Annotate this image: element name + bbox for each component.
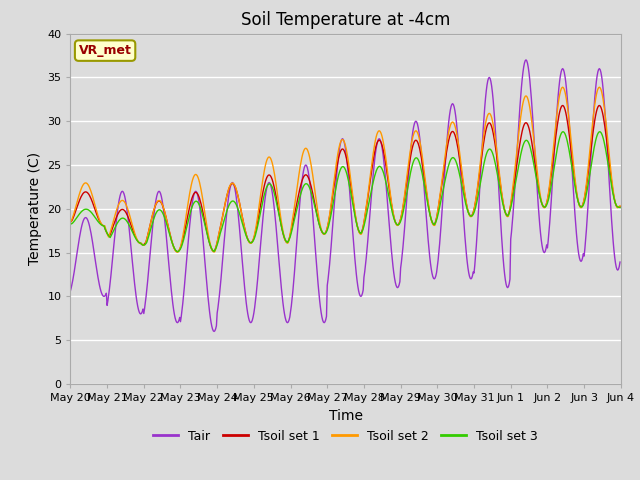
Tsoil set 3 [429,220,436,226]
Tsoil set 1 [616,204,624,210]
Tsoil set 3 [596,129,604,135]
Tsoil set 1 [413,138,420,144]
Tair [616,259,624,265]
Line: Tsoil set 1: Tsoil set 1 [70,106,620,252]
Tsoil set 2 [77,188,84,194]
Tair [522,57,530,63]
Line: Tair: Tair [70,60,620,331]
Tsoil set 2 [67,219,74,225]
Tsoil set 3 [413,155,420,161]
Tsoil set 1 [133,237,141,243]
Tsoil set 1 [77,195,84,201]
X-axis label: Time: Time [328,408,363,422]
Tsoil set 2 [173,249,181,255]
Tsoil set 3 [173,249,181,254]
Line: Tsoil set 2: Tsoil set 2 [70,87,620,252]
Tair [429,274,436,279]
Tsoil set 1 [429,221,436,227]
Tsoil set 2 [616,203,624,209]
Tsoil set 2 [429,221,436,227]
Text: VR_met: VR_met [79,44,132,57]
Tair [413,119,420,125]
Line: Tsoil set 3: Tsoil set 3 [70,132,620,252]
Tsoil set 3 [133,237,141,243]
Tsoil set 2 [413,128,420,134]
Tsoil set 1 [173,249,181,254]
Legend: Tair, Tsoil set 1, Tsoil set 2, Tsoil set 3: Tair, Tsoil set 1, Tsoil set 2, Tsoil se… [148,425,543,448]
Tsoil set 1 [559,103,566,108]
Tsoil set 1 [189,192,197,197]
Tsoil set 2 [133,236,141,242]
Tair [77,230,84,236]
Tsoil set 2 [189,174,197,180]
Tsoil set 3 [189,201,197,206]
Tsoil set 3 [67,221,74,227]
Tsoil set 2 [219,214,227,220]
Tair [133,299,141,304]
Tsoil set 1 [219,214,227,220]
Tair [67,288,74,294]
Tsoil set 3 [219,223,227,228]
Tair [189,197,196,203]
Tair [219,258,227,264]
Tair [211,328,218,334]
Tsoil set 3 [616,204,624,210]
Title: Soil Temperature at -4cm: Soil Temperature at -4cm [241,11,451,29]
Tsoil set 1 [67,219,74,225]
Tsoil set 3 [77,210,84,216]
Tsoil set 2 [596,84,604,90]
Y-axis label: Temperature (C): Temperature (C) [28,152,42,265]
